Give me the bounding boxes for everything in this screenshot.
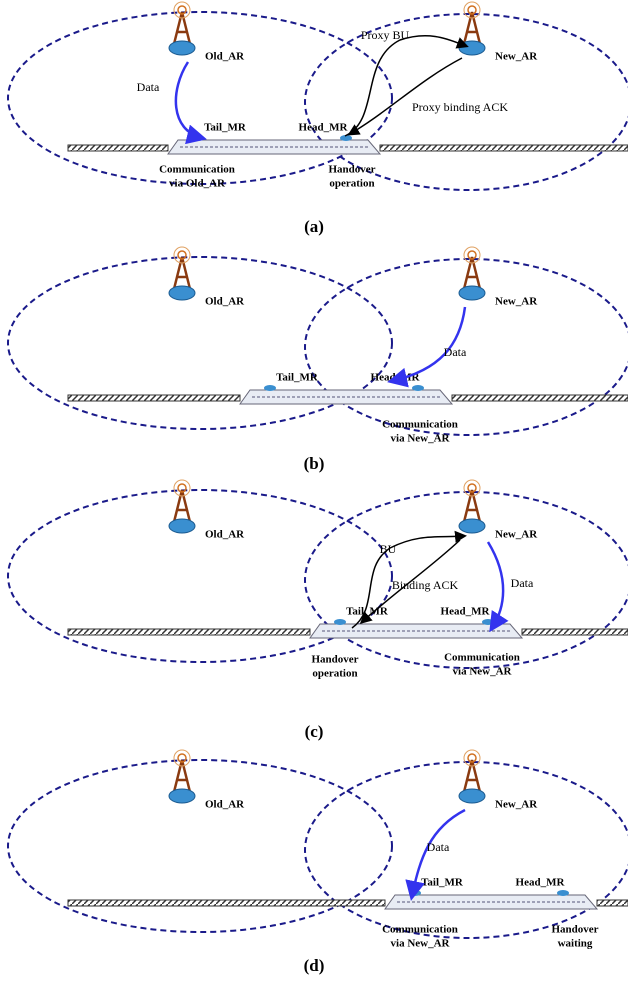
track — [68, 900, 385, 906]
router — [459, 519, 485, 533]
track — [597, 900, 628, 906]
train — [385, 895, 597, 909]
signal-arrow — [488, 542, 503, 628]
tower — [464, 490, 480, 522]
old-ar-label: Old_AR — [205, 296, 245, 308]
note: Communication — [444, 652, 520, 664]
old-ar-label: Old_AR — [205, 51, 245, 63]
note: Proxy binding ACK — [412, 100, 508, 114]
note: Proxy BU — [361, 28, 410, 42]
signal-arrow — [345, 36, 466, 136]
head-router — [412, 385, 424, 391]
tower — [464, 12, 480, 44]
coverage-old — [8, 12, 392, 184]
panel: Old_AR New_AR Tail_MR Head_MR Data Communicat… — [8, 750, 628, 950]
tower — [174, 490, 190, 522]
note: Communication — [159, 164, 235, 176]
router — [459, 286, 485, 300]
train — [168, 140, 380, 154]
tail-mr-label: Tail_MR — [204, 122, 247, 134]
tail-router — [409, 890, 421, 896]
tail-router — [334, 619, 346, 625]
head-router — [557, 890, 569, 896]
caption: (b) — [304, 454, 325, 473]
handover-diagram: Old_AR New_AR Tail_MR Head_MR Data Proxy BU Pr… — [0, 0, 628, 983]
caption: (c) — [305, 722, 324, 741]
track — [380, 145, 628, 151]
signal-arrow — [176, 62, 202, 138]
note: Data — [511, 576, 534, 590]
tower — [464, 760, 480, 792]
tower — [464, 257, 480, 289]
note: Handover — [311, 654, 358, 666]
tower — [174, 12, 190, 44]
head-router — [482, 619, 494, 625]
panel: Old_AR New_AR Tail_MR Head_MR Data Proxy BU Pr… — [8, 2, 628, 190]
train — [240, 390, 452, 404]
track — [522, 629, 628, 635]
note: via New_AR — [453, 666, 513, 678]
note: Data — [444, 345, 467, 359]
signal-arrow — [350, 58, 462, 134]
tail-mr-label: Tail_MR — [346, 606, 389, 618]
note: Data — [427, 840, 450, 854]
caption: (a) — [304, 217, 324, 236]
note: via Old_AR — [169, 178, 226, 190]
head-mr-label: Head_MR — [299, 122, 349, 134]
note: Communication — [382, 419, 458, 431]
tail-router — [264, 385, 276, 391]
note: via New_AR — [391, 433, 451, 445]
new-ar-label: New_AR — [495, 296, 538, 308]
note: Handover — [551, 924, 598, 936]
note: operation — [329, 178, 374, 190]
note: waiting — [558, 938, 593, 950]
router — [169, 286, 195, 300]
tower — [174, 760, 190, 792]
old-ar-label: Old_AR — [205, 529, 245, 541]
coverage-new — [305, 259, 628, 435]
track — [68, 629, 310, 635]
note: BU — [380, 542, 397, 556]
track — [68, 145, 168, 151]
train — [310, 624, 522, 638]
router — [459, 41, 485, 55]
new-ar-label: New_AR — [495, 529, 538, 541]
note: Communication — [382, 924, 458, 936]
track — [68, 395, 240, 401]
router — [459, 789, 485, 803]
coverage-new — [305, 492, 628, 668]
note: via New_AR — [391, 938, 451, 950]
note: Handover — [328, 164, 375, 176]
tower — [174, 257, 190, 289]
note: Binding ACK — [392, 578, 459, 592]
router — [169, 41, 195, 55]
coverage-new — [305, 762, 628, 938]
head-mr-label: Head_MR — [516, 877, 566, 889]
head-mr-label: Head_MR — [441, 606, 491, 618]
panel: Old_AR New_AR Tail_MR Head_MR BU Binding ACK D… — [8, 480, 628, 680]
router — [169, 519, 195, 533]
caption: (d) — [304, 956, 325, 975]
router — [169, 789, 195, 803]
tail-mr-label: Tail_MR — [421, 877, 464, 889]
new-ar-label: New_AR — [495, 799, 538, 811]
new-ar-label: New_AR — [495, 51, 538, 63]
old-ar-label: Old_AR — [205, 799, 245, 811]
track — [452, 395, 628, 401]
note: Data — [137, 80, 160, 94]
note: operation — [312, 668, 357, 680]
tail-mr-label: Tail_MR — [276, 372, 319, 384]
